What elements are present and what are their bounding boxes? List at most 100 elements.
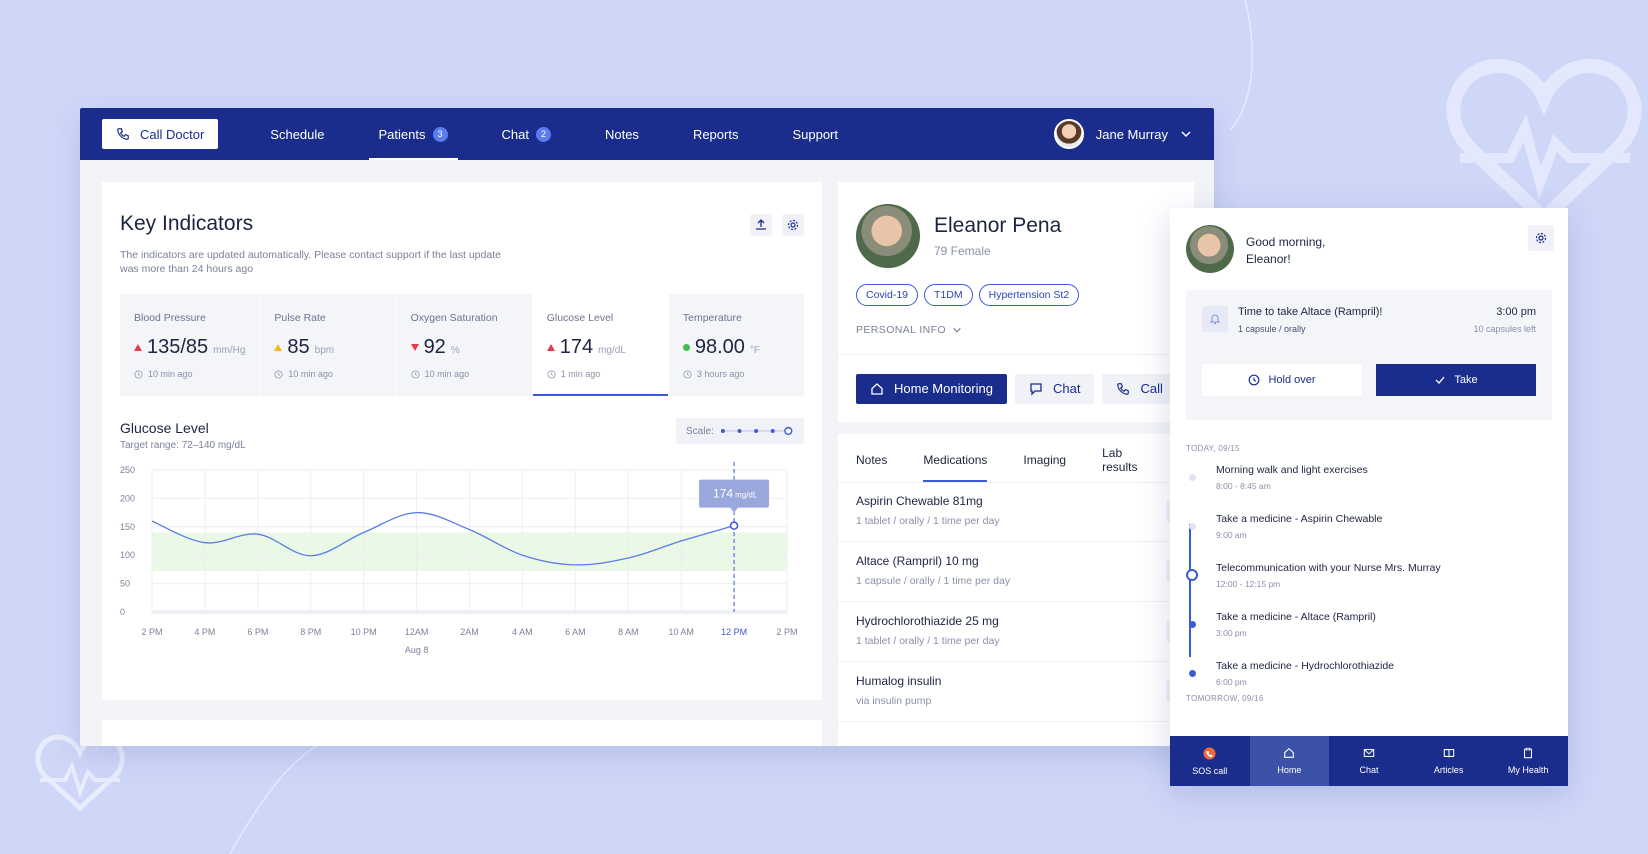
metric-glucose-level[interactable]: Glucose Level 174 mg/dL 1 min ago [532, 294, 668, 396]
tab-lab-results[interactable]: Lab results [1102, 438, 1158, 482]
medication-dosage: 1 tablet / orally / 1 time per day [856, 635, 1000, 647]
tab-my-health[interactable]: My Health [1488, 736, 1568, 786]
nav-item-notes[interactable]: Notes [595, 108, 649, 160]
scale-slider[interactable]: Scale: [676, 418, 804, 444]
hold-over-button[interactable]: Hold over [1202, 364, 1362, 396]
diagnosis-tag[interactable]: Hypertension St2 [978, 284, 1080, 306]
nav-item-label: Patients [378, 126, 426, 142]
metric-time: 10 min ago [288, 369, 333, 379]
timeline-item[interactable]: Take a medicine - Hydrochlorothiazide 6:… [1186, 654, 1546, 703]
series-line [151, 511, 735, 566]
tab-label: Medications [923, 453, 988, 467]
metric-time: 10 min ago [148, 369, 193, 379]
take-button[interactable]: Take [1376, 364, 1536, 396]
timeline-time: 3:00 pm [1216, 628, 1247, 638]
timeline-title: Telecommunication with your Nurse Mrs. M… [1216, 562, 1441, 574]
x-tick-label: 4 PM [194, 627, 215, 637]
clock-icon [274, 369, 283, 379]
list-item[interactable]: Aspirin Chewable 81mg 1 tablet / orally … [838, 482, 1194, 542]
key-indicators-toolbar [750, 214, 804, 236]
tomorrow-label: TOMORROW, 09/16 [1186, 694, 1264, 703]
status-normal-icon [682, 344, 690, 351]
list-item[interactable]: Humalog insulin via insulin pump [838, 662, 1194, 722]
user-menu[interactable]: Jane Murray [1053, 119, 1192, 149]
metric-unit: % [450, 345, 460, 356]
timeline-dot [1189, 621, 1196, 628]
patient-name: Eleanor Pena [934, 214, 1062, 237]
capsules-left: 10 capsules left [1473, 324, 1536, 334]
tab-articles[interactable]: Articles [1409, 736, 1489, 786]
timeline-time: 9:00 am [1216, 530, 1247, 540]
x-tick-label: 12 PM [721, 627, 747, 637]
metric-time: 10 min ago [424, 369, 470, 379]
hold-over-label: Hold over [1268, 374, 1316, 386]
date-label: Aug 8 [405, 645, 429, 655]
tab-notes[interactable]: Notes [856, 438, 887, 482]
metric-label: Glucose Level [546, 312, 614, 324]
nav-item-reports[interactable]: Reports [683, 108, 749, 160]
call-doctor-button[interactable]: Call Doctor [102, 119, 219, 149]
patient-card: Eleanor Pena 79 Female Covid-19 T1DM Hyp… [838, 182, 1194, 746]
x-tick-label: 12AM [405, 627, 429, 637]
metric-oxygen-saturation[interactable]: Oxygen Saturation 92% 10 min ago [396, 294, 532, 396]
diagnosis-tag[interactable]: Covid-19 [856, 284, 919, 306]
trend-up-icon [546, 344, 555, 351]
timeline-dot [1189, 474, 1196, 481]
x-tick-label: 4 AM [512, 627, 533, 637]
call-button[interactable]: Call [1102, 373, 1177, 404]
timeline-item[interactable]: Morning walk and light exercises 8:00 - … [1186, 458, 1546, 507]
timeline-title: Take a medicine - Aspirin Chewable [1216, 513, 1383, 525]
metric-blood-pressure[interactable]: Blood Pressure 135/85 mm/Hg 10 min ago [120, 294, 260, 396]
tab-sos-call[interactable]: SOS call [1170, 736, 1250, 786]
tab-home[interactable]: Home [1249, 736, 1330, 786]
x-tick-label: 2 PM [141, 627, 162, 637]
y-tick-label: 100 [120, 550, 135, 560]
diagnosis-tag[interactable]: T1DM [924, 284, 973, 306]
metric-temperature[interactable]: Temperature 98.00 °F 3 hours ago [668, 294, 805, 396]
timeline-item[interactable]: Take a medicine - Altace (Rampril) 3:00 … [1186, 605, 1546, 654]
timeline-current-dot [1186, 569, 1198, 581]
tab-chat[interactable]: Chat [1329, 736, 1409, 786]
patient-age-gender: 79 Female [934, 244, 991, 258]
tab-imaging[interactable]: Imaging [1023, 438, 1066, 482]
clipboard-icon [1524, 747, 1533, 759]
gear-icon [1535, 232, 1547, 244]
personal-info-toggle[interactable]: PERSONAL INFO [856, 324, 962, 336]
settings-button[interactable] [782, 214, 804, 236]
greeting: Good morning, Eleanor! [1246, 234, 1325, 268]
medication-name: Humalog insulin [856, 674, 942, 688]
metric-label: Temperature [682, 312, 742, 324]
tab-label: Imaging [1023, 453, 1067, 467]
tooltip-box [699, 479, 770, 508]
nav-item-schedule[interactable]: Schedule [260, 108, 334, 160]
list-item[interactable]: Hydrochlorothiazide 25 mg 1 tablet / ora… [838, 602, 1194, 662]
timeline-time: 8:00 - 8:45 am [1216, 481, 1271, 491]
timeline-item[interactable]: Take a medicine - Aspirin Chewable 9:00 … [1186, 507, 1546, 556]
trend-down-icon [410, 344, 419, 351]
chat-button[interactable]: Chat [1015, 373, 1095, 404]
divider [838, 482, 1194, 483]
home-monitoring-label: Home Monitoring [894, 381, 993, 396]
nav-item-patients[interactable]: Patients 3 [368, 108, 458, 160]
home-monitoring-button[interactable]: Home Monitoring [856, 373, 1007, 404]
medication-dosage: 1 capsule / orally / 1 time per day [856, 575, 1011, 587]
phone-icon [117, 128, 129, 140]
patient-actions: Home Monitoring Chat Call [838, 354, 1194, 422]
trend-up-warning-icon [274, 344, 283, 351]
nav-item-chat[interactable]: Chat 2 [492, 108, 561, 160]
upload-button[interactable] [750, 214, 772, 236]
metric-pulse-rate[interactable]: Pulse Rate 85 bpm 10 min ago [260, 294, 396, 396]
metric-value: 135/85 [147, 336, 209, 358]
highlight-point [729, 521, 739, 530]
list-item[interactable]: Altace (Rampril) 10 mg 1 capsule / orall… [838, 542, 1194, 602]
timeline-item[interactable]: Telecommunication with your Nurse Mrs. M… [1186, 556, 1546, 605]
tab-label: Home [1277, 765, 1302, 775]
metric-label: Oxygen Saturation [410, 312, 498, 324]
chat-count-badge: 2 [535, 126, 551, 142]
settings-button[interactable] [1528, 225, 1554, 251]
scale-track-icon [720, 426, 793, 436]
tab-medications[interactable]: Medications [923, 438, 988, 482]
nav-item-support[interactable]: Support [782, 108, 848, 160]
key-indicators-subtitle: The indicators are updated automatically… [120, 249, 501, 275]
y-tick-label: 150 [120, 522, 135, 532]
